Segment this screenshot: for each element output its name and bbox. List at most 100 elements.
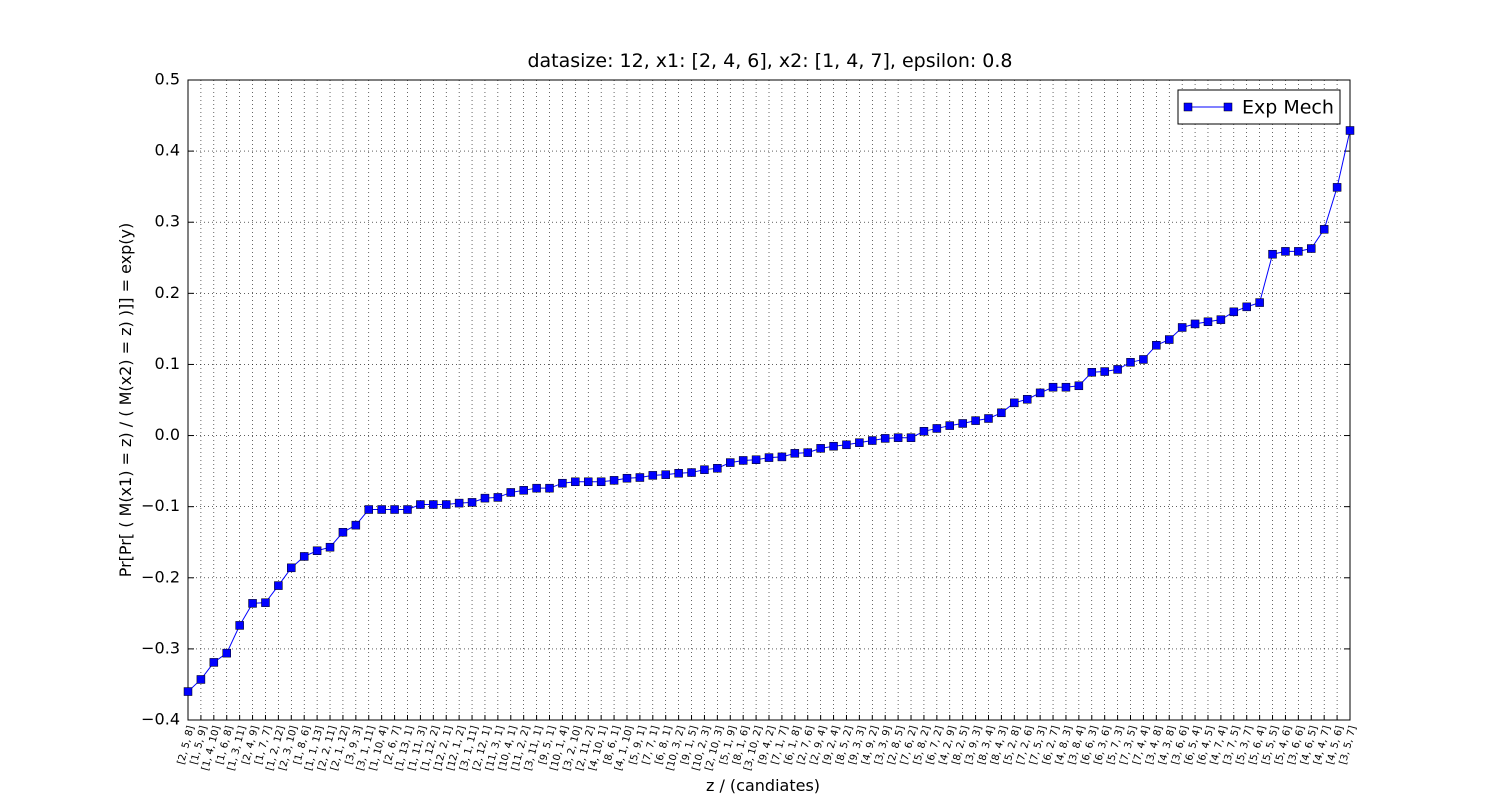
marker <box>1319 225 1329 234</box>
x-axis-label: z / (candiates) <box>706 776 820 795</box>
y-tick-label: −0.2 <box>141 567 180 586</box>
marker <box>519 486 528 495</box>
marker <box>261 598 270 607</box>
marker <box>661 470 670 479</box>
legend-label: Exp Mech <box>1242 97 1334 119</box>
chart-title: datasize: 12, x1: [2, 4, 6], x2: [1, 4, … <box>527 50 1012 72</box>
marker <box>932 424 942 433</box>
marker <box>1255 298 1264 307</box>
marker <box>287 563 296 573</box>
marker <box>1242 302 1251 312</box>
marker <box>906 433 916 442</box>
marker <box>842 440 851 450</box>
y-tick-label: −0.4 <box>141 710 180 729</box>
legend-marker <box>1183 102 1193 112</box>
marker <box>1100 367 1109 376</box>
marker <box>364 505 374 514</box>
marker <box>493 493 503 502</box>
marker <box>1152 340 1161 350</box>
marker <box>687 468 696 477</box>
marker <box>622 473 632 483</box>
y-tick-label: 0.5 <box>155 70 180 89</box>
series-line <box>187 130 1351 692</box>
marker <box>416 500 425 509</box>
marker <box>751 455 761 464</box>
marker <box>351 520 361 530</box>
plot-frame <box>187 79 1351 721</box>
marker <box>958 419 967 428</box>
y-tick-label: 0.0 <box>155 425 180 444</box>
marker <box>1087 368 1097 377</box>
marker <box>1345 126 1355 135</box>
marker <box>429 500 438 509</box>
y-tick-label: 0.3 <box>155 212 180 231</box>
marker <box>919 427 929 436</box>
marker <box>803 448 812 457</box>
marker <box>183 687 193 696</box>
marker <box>596 477 606 487</box>
marker <box>1164 335 1174 344</box>
marker <box>545 483 554 493</box>
marker <box>248 599 257 608</box>
marker <box>480 493 490 503</box>
marker <box>1177 323 1187 332</box>
marker <box>855 438 864 447</box>
marker <box>1061 382 1071 392</box>
marker <box>997 408 1006 418</box>
marker <box>1332 183 1342 192</box>
y-axis-label: Pr[Pr[ ( M(x1) = z) / ( M(x2) = z) )]] =… <box>116 223 135 578</box>
marker <box>829 441 838 451</box>
marker <box>454 498 464 508</box>
marker <box>893 433 903 442</box>
marker <box>325 542 335 552</box>
marker <box>609 476 619 485</box>
marker <box>1139 355 1148 364</box>
marker <box>713 464 722 473</box>
marker <box>1074 381 1084 391</box>
marker <box>1294 247 1303 256</box>
marker <box>971 416 980 425</box>
marker <box>506 488 516 497</box>
marker <box>558 478 567 488</box>
marker <box>1126 358 1135 367</box>
y-tick-label: 0.1 <box>155 354 180 373</box>
marker <box>1229 307 1239 317</box>
marker <box>764 453 774 462</box>
marker <box>196 675 206 684</box>
marker <box>1022 395 1032 404</box>
marker <box>532 483 541 493</box>
marker <box>790 449 800 458</box>
marker <box>738 456 748 465</box>
marker <box>1113 365 1122 374</box>
marker <box>1268 249 1277 259</box>
marker <box>1010 398 1019 408</box>
marker <box>467 498 477 507</box>
marker <box>1203 317 1213 327</box>
marker <box>648 471 658 480</box>
marker <box>222 648 231 658</box>
marker <box>299 552 309 561</box>
marker <box>868 436 877 445</box>
marker <box>1190 319 1200 329</box>
marker <box>235 621 244 630</box>
marker <box>945 421 955 430</box>
y-tick-label: −0.3 <box>141 638 180 657</box>
marker <box>726 458 735 467</box>
marker <box>1216 315 1226 324</box>
marker <box>880 434 890 443</box>
marker <box>777 452 787 462</box>
marker <box>403 505 412 514</box>
marker <box>338 528 348 537</box>
y-tick-label: 0.2 <box>155 283 180 302</box>
marker <box>700 465 709 474</box>
marker <box>209 658 219 667</box>
marker <box>312 546 322 556</box>
marker <box>1048 382 1058 392</box>
marker <box>390 505 399 514</box>
legend-marker <box>1223 102 1233 112</box>
marker <box>571 477 580 487</box>
marker <box>583 477 593 487</box>
marker <box>1307 244 1316 253</box>
